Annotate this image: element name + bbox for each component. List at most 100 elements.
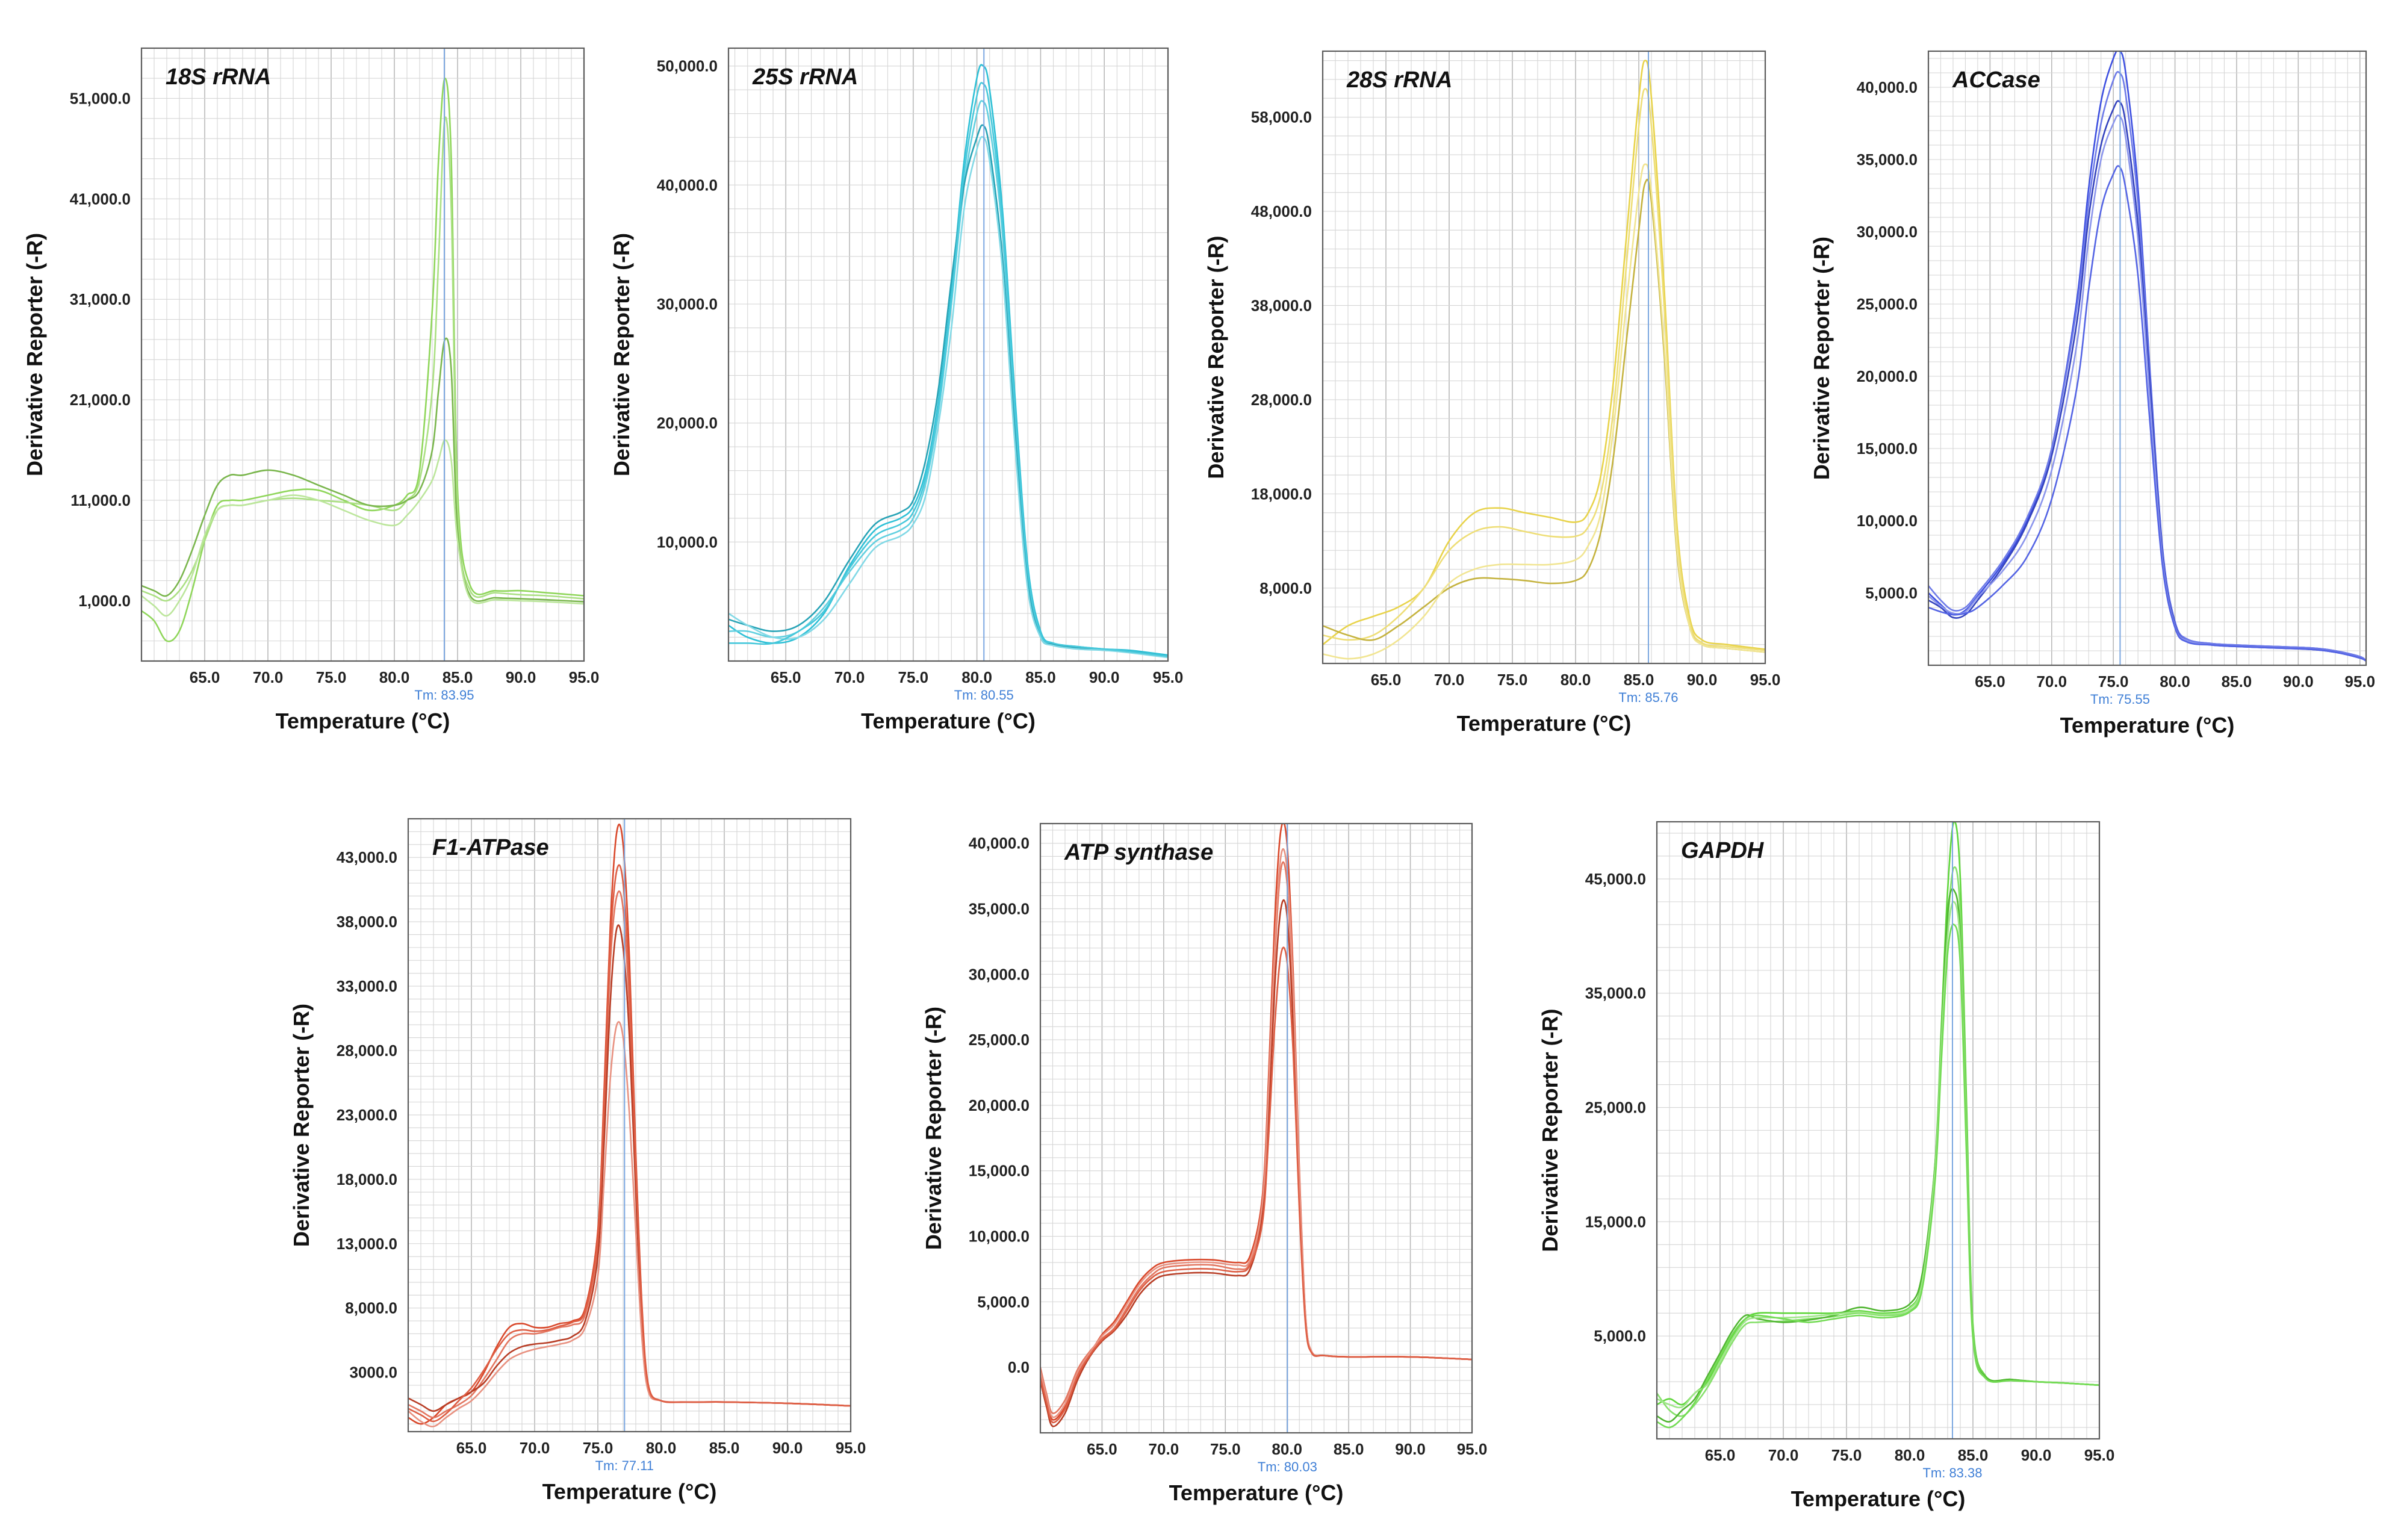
x-tick-label: 90.0	[2283, 672, 2314, 691]
y-tick-label: 28,000.0	[337, 1042, 397, 1060]
x-tick-label: 70.0	[2036, 672, 2067, 691]
y-tick-label: 41,000.0	[70, 190, 131, 208]
x-tick-label: 75.0	[316, 668, 347, 686]
x-tick-label: 80.0	[646, 1439, 677, 1457]
y-tick-label: 31,000.0	[70, 290, 131, 308]
x-axis-label: Temperature (°C)	[542, 1479, 717, 1504]
x-tick-label: 80.0	[1561, 671, 1591, 689]
chart-panel-1: 1,000.0 11,000.0 21,000.0 31,000.0 41,000.0 5…	[22, 47, 600, 733]
x-tick-label: 65.0	[1975, 672, 2005, 691]
series-line-5	[408, 864, 851, 1423]
y-tick-label: 15,000.0	[1857, 439, 1918, 458]
y-tick-label: 18,000.0	[1251, 485, 1312, 503]
gridlines	[728, 48, 1169, 662]
x-tick-label: 80.0	[379, 668, 410, 686]
x-axis-label: Temperature (°C)	[1791, 1486, 1966, 1511]
x-tick-label: 80.0	[961, 668, 992, 686]
chart-panel-7: 5,000.0 15,000.0 25,000.0 35,000.0 45,000.0 6…	[1538, 821, 2115, 1511]
x-tick-label: 95.0	[836, 1439, 866, 1457]
x-tick-label: 75.0	[1497, 671, 1528, 689]
y-tick-label: 48,000.0	[1251, 202, 1312, 220]
gridlines	[1322, 51, 1766, 664]
y-tick-label: 5,000.0	[1594, 1327, 1646, 1345]
y-tick-label: 20,000.0	[657, 414, 718, 432]
y-tick-label: 23,000.0	[337, 1106, 397, 1124]
chart-panel-6: 0.0 5,000.0 10,000.0 15,000.0 20,000.0 25,000…	[921, 822, 1487, 1505]
series-line-4	[408, 1021, 851, 1427]
y-tick-label: 35,000.0	[1585, 984, 1646, 1002]
chart-panel-4: 5,000.0 10,000.0 15,000.0 20,000.0 25,000.0 3…	[1809, 50, 2375, 737]
x-tick-label: 65.0	[1087, 1440, 1117, 1458]
y-tick-label: 0.0	[1008, 1358, 1030, 1376]
traces	[1928, 51, 2366, 662]
y-tick-label: 51,000.0	[70, 89, 131, 107]
panel-title: 18S rRNA	[166, 64, 271, 90]
y-tick-label: 28,000.0	[1251, 391, 1312, 409]
x-tick-label: 85.0	[1958, 1446, 1989, 1464]
y-tick-label: 40,000.0	[1857, 78, 1918, 96]
x-tick-label: 95.0	[1750, 671, 1781, 689]
x-tick-label: 80.0	[2160, 672, 2190, 691]
x-tick-label: 95.0	[569, 668, 600, 686]
plot-frame	[140, 47, 585, 662]
tm-label: Tm: 75.55	[2090, 692, 2150, 707]
y-tick-label: 13,000.0	[337, 1235, 397, 1253]
y-axis-label: Derivative Reporter (-R)	[1204, 235, 1228, 479]
y-tick-label: 50,000.0	[657, 57, 718, 75]
y-tick-label: 35,000.0	[1857, 151, 1918, 169]
y-tick-label: 30,000.0	[1857, 223, 1918, 241]
gridlines	[1040, 824, 1473, 1433]
y-axis-label: Derivative Reporter (-R)	[921, 1007, 946, 1250]
y-tick-label: 33,000.0	[337, 977, 397, 995]
x-tick-label: 65.0	[456, 1439, 487, 1457]
x-tick-label: 70.0	[1768, 1446, 1799, 1464]
x-axis-label: Temperature (°C)	[2060, 713, 2235, 737]
x-tick-label: 90.0	[1089, 668, 1120, 686]
panel-title: 25S rRNA	[752, 64, 858, 90]
y-tick-label: 20,000.0	[969, 1096, 1030, 1114]
x-tick-label: 75.0	[1210, 1440, 1241, 1458]
y-tick-label: 35,000.0	[969, 899, 1030, 917]
x-tick-label: 95.0	[2084, 1446, 2115, 1464]
y-axis-label: Derivative Reporter (-R)	[22, 233, 47, 476]
y-axis-label: Derivative Reporter (-R)	[1809, 237, 1834, 480]
y-tick-label: 21,000.0	[70, 391, 131, 409]
y-tick-label: 45,000.0	[1585, 870, 1646, 888]
series-line-4	[728, 135, 1168, 659]
x-tick-label: 85.0	[1624, 671, 1654, 689]
y-tick-label: 15,000.0	[969, 1162, 1030, 1180]
series-line-2	[1323, 88, 1765, 651]
series-line-5	[728, 82, 1168, 657]
y-tick-label: 25,000.0	[1585, 1099, 1646, 1117]
y-axis-label: Derivative Reporter (-R)	[289, 1004, 314, 1247]
tm-label: Tm: 85.76	[1618, 690, 1678, 705]
y-tick-label: 11,000.0	[70, 491, 131, 509]
tm-label: Tm: 80.03	[1258, 1459, 1317, 1474]
y-tick-label: 25,000.0	[1857, 295, 1918, 313]
plot-frame	[1039, 822, 1473, 1434]
traces	[728, 64, 1168, 659]
y-tick-label: 5,000.0	[1865, 584, 1918, 602]
x-tick-label: 65.0	[771, 668, 801, 686]
x-tick-label: 90.0	[1395, 1440, 1426, 1458]
traces	[1040, 824, 1472, 1427]
gridlines	[141, 48, 585, 662]
y-tick-label: 5,000.0	[977, 1293, 1030, 1311]
x-tick-label: 90.0	[2021, 1446, 2052, 1464]
x-tick-label: 75.0	[1831, 1446, 1862, 1464]
plot-frame	[1322, 50, 1766, 665]
x-tick-label: 85.0	[709, 1439, 740, 1457]
plot-frame	[1656, 821, 2101, 1440]
y-tick-label: 10,000.0	[969, 1228, 1030, 1246]
x-tick-label: 90.0	[1687, 671, 1718, 689]
panel-title: GAPDH	[1681, 838, 1765, 863]
y-tick-label: 43,000.0	[337, 848, 397, 866]
x-tick-label: 75.0	[583, 1439, 613, 1457]
y-tick-label: 10,000.0	[1857, 512, 1918, 530]
series-line-5	[1657, 924, 2099, 1429]
x-tick-label: 95.0	[1153, 668, 1184, 686]
traces	[408, 824, 851, 1427]
x-tick-label: 75.0	[2098, 672, 2129, 691]
x-tick-label: 75.0	[898, 668, 929, 686]
